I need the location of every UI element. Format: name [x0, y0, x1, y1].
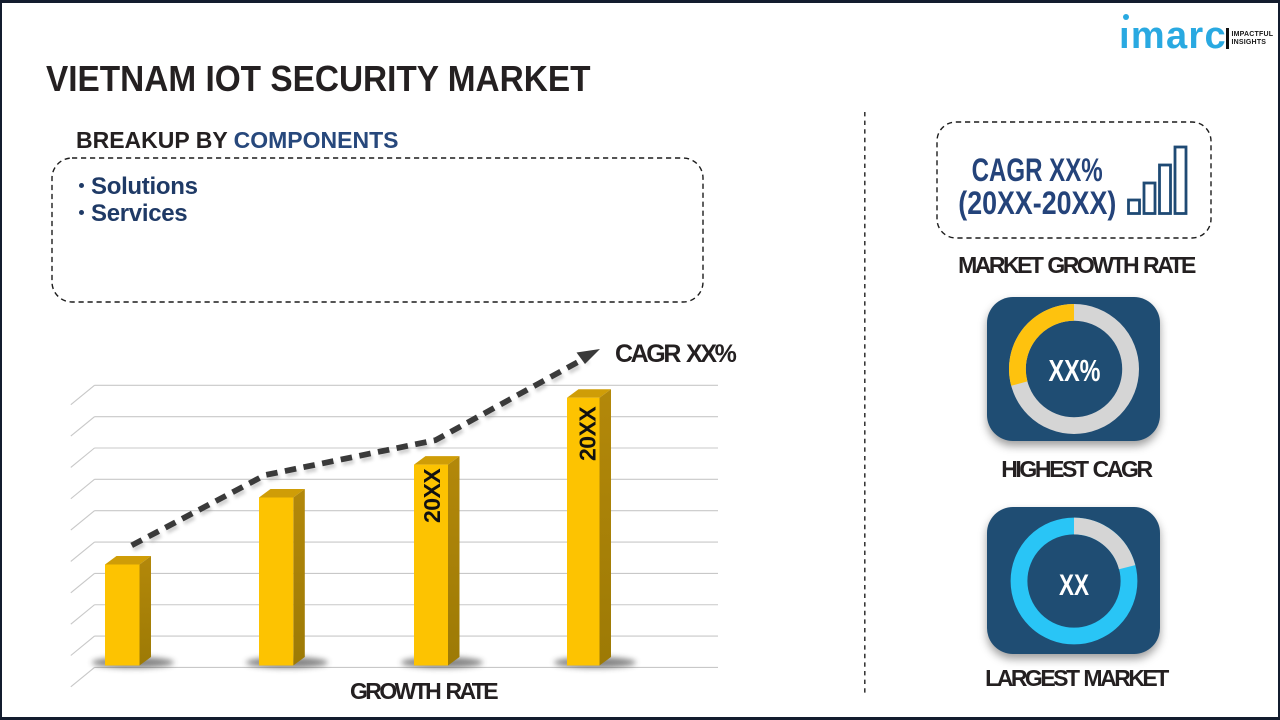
svg-text:20XX: 20XX — [419, 468, 445, 523]
svg-text:20XX: 20XX — [575, 406, 601, 461]
